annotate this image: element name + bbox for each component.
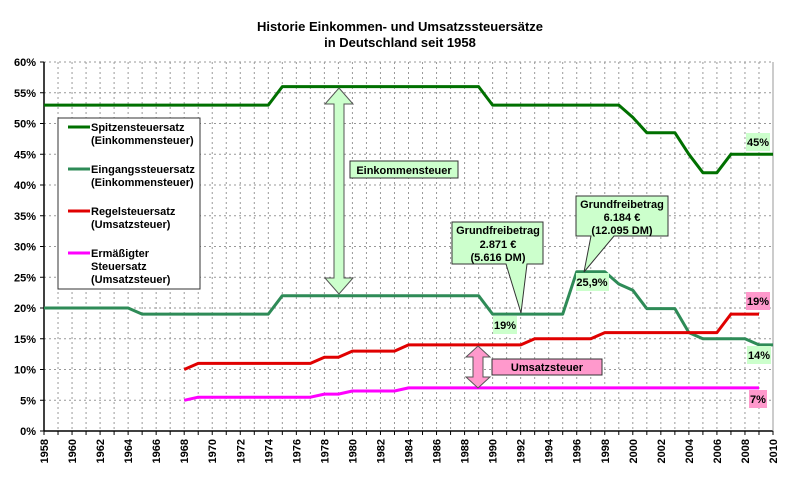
x-tick-label: 1980 [347,439,359,463]
legend-label: Spitzensteuersatz [91,122,185,134]
y-tick-label: 45% [14,149,36,161]
einkommensteuer-arrow [323,87,355,295]
y-tick-label: 35% [14,211,36,223]
label-45: 45% [746,133,770,151]
x-tick-label: 1960 [67,439,79,463]
legend-label: Regelsteuersatz [91,206,176,218]
umsatzsteuer-arrow [464,345,492,389]
y-tick-label: 0% [20,426,36,438]
svg-text:7%: 7% [750,394,766,406]
svg-text:19%: 19% [747,296,769,308]
y-tick-label: 10% [14,365,36,377]
y-tick-label: 20% [14,303,36,315]
label-7: 7% [749,390,767,408]
legend-label: (Einkommensteuer) [91,135,194,147]
legend-label: Ermäßigter [91,248,150,260]
label-19-regel: 19% [746,292,770,310]
x-tick-label: 1978 [319,439,331,463]
x-tick-label: 1984 [404,438,416,463]
svg-text:2.871 €: 2.871 € [480,239,517,251]
svg-text:Umsatzsteuer: Umsatzsteuer [511,362,584,374]
x-tick-label: 1988 [460,439,472,463]
chart-title-line2: in Deutschland seit 1958 [324,35,476,50]
series-line-1 [44,85,773,175]
x-tick-label: 1996 [572,439,584,463]
svg-text:6.184 €: 6.184 € [604,212,641,224]
y-tick-label: 60% [14,57,36,69]
x-tick-label: 2008 [740,439,752,463]
x-tick-label: 1992 [516,439,528,463]
y-tick-label: 30% [14,242,36,254]
x-tick-label: 1964 [123,438,135,463]
x-tick-label: 2004 [684,438,696,463]
svg-text:(5.616 DM): (5.616 DM) [470,252,525,264]
grundfreibetrag-callout-2: Grundfreibetrag 6.184 € (12.095 DM) [575,195,669,273]
svg-text:25,9%: 25,9% [576,277,607,289]
y-tick-label: 40% [14,180,36,192]
grundfreibetrag-callout-1: Grundfreibetrag 2.871 € (5.616 DM) [451,221,544,314]
x-tick-label: 1982 [375,439,387,463]
y-tick-label: 50% [14,119,36,131]
x-tick-label: 2002 [656,439,668,463]
x-tick-label: 1970 [207,439,219,463]
legend-label: (Umsatzsteuer) [91,274,171,286]
x-tick-label: 1958 [39,439,51,463]
svg-text:Grundfreibetrag: Grundfreibetrag [580,199,664,211]
series-line-4 [183,386,759,402]
x-tick-label: 2006 [712,439,724,463]
x-tick-label: 2010 [768,439,780,463]
svg-text:Einkommensteuer: Einkommensteuer [356,165,452,177]
svg-text:19%: 19% [494,320,516,332]
svg-text:45%: 45% [747,137,769,149]
series-line-2 [44,270,773,347]
svg-text:14%: 14% [748,350,770,362]
label-25-9: 25,9% [576,273,609,291]
x-tick-label: 1994 [544,438,556,463]
x-tick-label: 1966 [151,439,163,463]
x-tick-label: 1962 [95,439,107,463]
series-line-3 [183,312,759,371]
x-tick-label: 1998 [600,439,612,463]
chart-title-line1: Historie Einkommen- und Umsatzssteuersät… [257,19,543,34]
legend-label: Steuersatz [91,261,147,273]
y-tick-label: 15% [14,334,36,346]
x-tick-label: 1990 [488,439,500,463]
series-lines [44,85,773,402]
x-tick-label: 2000 [628,439,640,463]
y-tick-label: 25% [14,272,36,284]
svg-text:Grundfreibetrag: Grundfreibetrag [456,225,540,237]
legend-label: Eingangssteuersatz [91,164,195,176]
label-19-eingang: 19% [493,316,517,334]
y-tick-label: 5% [20,395,36,407]
x-tick-label: 1976 [291,439,303,463]
einkommensteuer-label: Einkommensteuer [349,160,459,179]
axes: 0% 5% 10% 15% 20% 25% 30% 35% 40% 45% 50% 55% 60% 195… [14,57,780,463]
legend: Spitzensteuersatz(Einkommensteuer)Eingan… [57,117,201,290]
y-tick-label: 55% [14,88,36,100]
umsatzsteuer-label: Umsatzsteuer [491,358,603,376]
label-14: 14% [747,346,771,364]
x-tick-label: 1972 [235,439,247,463]
x-tick-label: 1974 [263,438,275,463]
x-tick-label: 1968 [179,439,191,463]
legend-label: (Einkommensteuer) [91,177,194,189]
svg-text:(12.095 DM): (12.095 DM) [591,225,652,237]
legend-label: (Umsatzsteuer) [91,219,171,231]
x-tick-label: 1986 [432,439,444,463]
